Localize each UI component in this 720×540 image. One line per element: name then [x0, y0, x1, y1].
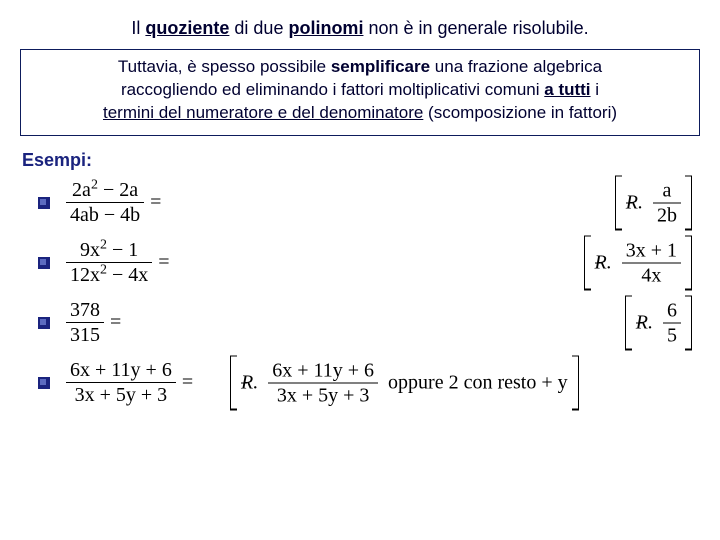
lhs-denominator: 3x + 5y + 3	[71, 384, 172, 406]
fraction-bar	[66, 322, 104, 323]
lhs-denominator: 4ab − 4b	[66, 204, 144, 226]
lhs-expression: 9x2 − 1 12x2 − 4x =	[66, 239, 176, 286]
ans-numerator: 3x + 1	[622, 239, 681, 261]
bullet-icon	[38, 317, 50, 329]
lhs-fraction: 9x2 − 1 12x2 − 4x	[66, 239, 152, 286]
equals-sign: =	[158, 251, 169, 274]
explanation-box: Tuttavia, è spesso possibile semplificar…	[20, 49, 700, 136]
lhs-expression: 2a2 − 2a 4ab − 4b =	[66, 179, 167, 226]
box-line-1: Tuttavia, è spesso possibile semplificar…	[31, 56, 689, 79]
ans-fraction: a 2b	[653, 179, 681, 226]
r-label: R.	[626, 191, 643, 214]
ans-numerator: a	[659, 179, 676, 201]
ans-numerator: 6x + 11y + 6	[268, 359, 378, 381]
answer-bracket: R. 3x + 1 4x	[584, 235, 693, 290]
lhs-expression: 6x + 11y + 6 3x + 5y + 3 =	[66, 359, 199, 406]
title-p2: di due	[229, 18, 288, 38]
box-l1-pre: Tuttavia, è spesso possibile	[118, 57, 331, 76]
box-l1-post: una frazione algebrica	[430, 57, 602, 76]
ans-denominator: 3x + 5y + 3	[273, 384, 374, 406]
lhs-fraction: 378 315	[66, 299, 104, 346]
lhs-expression: 378 315 =	[66, 299, 127, 346]
lhs-denominator: 315	[66, 324, 104, 346]
example-row: 6x + 11y + 6 3x + 5y + 3 = R. 6x + 11y +…	[0, 353, 720, 413]
title-p4: non è in generale risolubile.	[363, 18, 588, 38]
lhs-fraction: 2a2 − 2a 4ab − 4b	[66, 179, 144, 226]
ans-denominator: 4x	[637, 264, 665, 286]
r-label: R.	[241, 371, 258, 394]
box-l3-post: (scomposizione in fattori)	[423, 103, 617, 122]
title-p0: Il	[131, 18, 145, 38]
example-row: 2a2 − 2a 4ab − 4b = R. a 2b	[0, 173, 720, 233]
lhs-numerator: 2a2 − 2a	[68, 179, 142, 201]
example-row: 378 315 = R. 6 5	[0, 293, 720, 353]
box-line-3: termini del numeratore e del denominator…	[31, 102, 689, 125]
equals-sign: =	[182, 371, 193, 394]
examples-heading: Esempi:	[22, 150, 720, 171]
box-l2-pre: raccogliendo ed eliminando i fattori mol…	[121, 80, 544, 99]
box-line-2: raccogliendo ed eliminando i fattori mol…	[31, 79, 689, 102]
lhs-numerator: 6x + 11y + 6	[66, 359, 176, 381]
equals-sign: =	[150, 191, 161, 214]
bracket: R. 3x + 1 4x	[584, 235, 693, 290]
bullet-icon	[38, 377, 50, 389]
fraction-bar	[653, 202, 681, 203]
ans-numerator: 6	[663, 299, 681, 321]
fraction-bar	[66, 202, 144, 203]
lhs-numerator: 378	[66, 299, 104, 321]
fraction-bar	[622, 262, 681, 263]
lhs-fraction: 6x + 11y + 6 3x + 5y + 3	[66, 359, 176, 406]
title-p1: quoziente	[145, 18, 229, 38]
lhs-numerator: 9x2 − 1	[76, 239, 142, 261]
equals-sign: =	[110, 311, 121, 334]
bracket: R. 6x + 11y + 6 3x + 5y + 3 oppure 2 con…	[230, 355, 579, 410]
fraction-bar	[268, 382, 378, 383]
fraction-bar	[66, 382, 176, 383]
ans-fraction: 6x + 11y + 6 3x + 5y + 3	[268, 359, 378, 406]
ans-fraction: 6 5	[663, 299, 681, 346]
box-l3-u: termini del numeratore e del denominator…	[103, 103, 423, 122]
ans-denominator: 2b	[653, 204, 681, 226]
answer-bracket: R. 6 5	[625, 295, 692, 350]
fraction-bar	[663, 322, 681, 323]
ans-denominator: 5	[663, 324, 681, 346]
box-l1-bold: semplificare	[331, 57, 430, 76]
box-l2-bu: a tutti	[544, 80, 590, 99]
answer-bracket: R. 6x + 11y + 6 3x + 5y + 3 oppure 2 con…	[230, 355, 579, 410]
lhs-denominator: 12x2 − 4x	[66, 264, 152, 286]
bullet-icon	[38, 197, 50, 209]
title-line: Il quoziente di due polinomi non è in ge…	[0, 0, 720, 49]
bracket: R. 6 5	[625, 295, 692, 350]
r-label: R.	[636, 311, 653, 334]
title-p3: polinomi	[288, 18, 363, 38]
box-l2-post: i	[591, 80, 600, 99]
bullet-icon	[38, 257, 50, 269]
ans-fraction: 3x + 1 4x	[622, 239, 681, 286]
answer-bracket: R. a 2b	[615, 175, 692, 230]
answer-extra-text: oppure 2 con resto + y	[388, 371, 568, 394]
example-row: 9x2 − 1 12x2 − 4x = R. 3x + 1 4x	[0, 233, 720, 293]
bracket: R. a 2b	[615, 175, 692, 230]
r-label: R.	[595, 251, 612, 274]
